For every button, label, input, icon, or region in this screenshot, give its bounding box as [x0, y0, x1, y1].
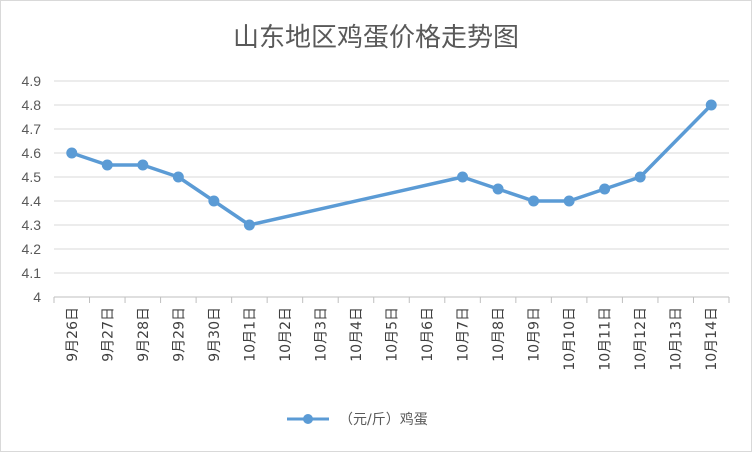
data-point	[243, 219, 255, 231]
x-tick-label: 10月9日	[527, 307, 543, 362]
x-tick-label: 10月2日	[278, 307, 294, 362]
y-tick-label: 4.1	[22, 265, 42, 281]
x-tick-label: 9月30日	[207, 307, 223, 362]
y-tick-label: 4.7	[22, 121, 42, 137]
legend-marker-icon	[303, 414, 313, 424]
x-tick-label: 10月10日	[562, 307, 578, 371]
data-point	[492, 183, 504, 195]
x-tick-label: 10月1日	[242, 307, 258, 362]
chart-title: 山东地区鸡蛋价格走势图	[233, 23, 519, 53]
x-tick-label: 10月6日	[420, 307, 436, 362]
x-tick-label: 10月13日	[669, 307, 685, 371]
y-tick-label: 4.9	[22, 73, 42, 89]
data-point	[457, 171, 469, 183]
data-point	[101, 159, 113, 171]
data-point	[528, 195, 540, 207]
series-line	[70, 103, 713, 227]
y-tick-label: 4.4	[22, 193, 42, 209]
x-tick-label: 10月12日	[633, 307, 649, 371]
data-point	[208, 195, 220, 207]
y-axis-ticks: 4 4.1 4.2 4.3 4.4 4.5 4.6 4.7 4.8 4.9	[22, 73, 42, 305]
legend-label: （元/斤）鸡蛋	[339, 411, 428, 428]
data-point	[599, 183, 611, 195]
legend[interactable]: （元/斤）鸡蛋	[287, 411, 428, 428]
data-point	[705, 99, 717, 111]
gridlines	[54, 80, 729, 298]
x-tick-label: 9月29日	[171, 307, 187, 362]
data-point	[634, 171, 646, 183]
x-tick-label: 10月3日	[313, 307, 329, 362]
data-point	[66, 147, 78, 159]
x-tick-label: 10月5日	[385, 307, 401, 362]
x-tick-label: 10月4日	[349, 307, 365, 362]
x-tick-label: 10月7日	[456, 307, 472, 362]
y-tick-label: 4.5	[22, 169, 42, 185]
x-tick-label: 10月8日	[491, 307, 507, 362]
data-point	[137, 159, 149, 171]
data-series	[66, 99, 717, 231]
x-tick-label: 10月11日	[598, 307, 614, 371]
y-tick-label: 4.2	[22, 241, 42, 257]
y-tick-label: 4.6	[22, 145, 42, 161]
data-point	[563, 195, 575, 207]
x-tick-label: 9月27日	[100, 307, 116, 362]
x-tick-label: 10月14日	[704, 307, 720, 371]
x-axis: 9月26日 9月27日 9月28日 9月29日 9月30日 10月1日 10月2日 10月3日…	[53, 297, 730, 371]
x-tick-label: 9月26日	[65, 307, 81, 362]
data-point	[172, 171, 184, 183]
y-tick-label: 4.3	[22, 217, 42, 233]
x-tick-label: 9月28日	[136, 307, 152, 362]
y-tick-label: 4	[33, 289, 41, 305]
y-tick-label: 4.8	[22, 97, 42, 113]
